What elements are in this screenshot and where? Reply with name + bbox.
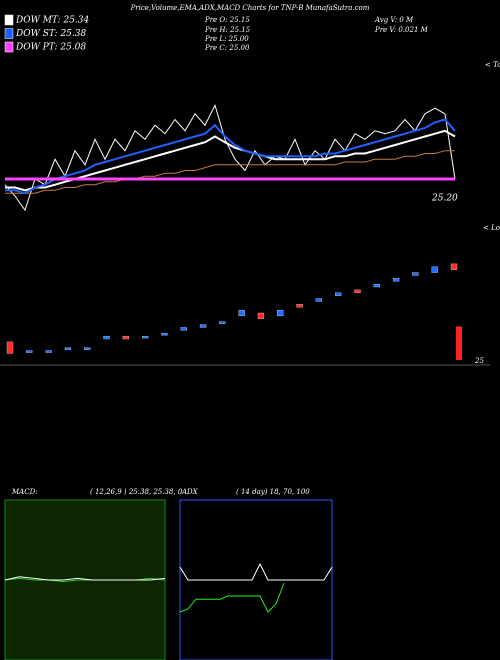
legend-label: DOW ST: 25.38 (15, 29, 86, 39)
panel-subtitle: ( 14 day) 18, 70, 100 (236, 488, 310, 496)
stat: Pre C: 25.00 (204, 44, 250, 52)
candle-body (335, 292, 342, 296)
series-line (5, 118, 456, 195)
stat: Pre L: 25.00 (204, 35, 249, 43)
volume-bar (456, 326, 462, 360)
candle-body (161, 333, 168, 336)
candle-body (64, 347, 72, 350)
candle-body (199, 324, 207, 328)
candle-body (103, 335, 110, 340)
candle-body (141, 335, 149, 339)
panel-subtitle: ( 12,26,9 ) 25.38, 25.38, 0 (90, 488, 183, 496)
candle-body (238, 309, 245, 317)
stat: Avg V: 0 M (374, 16, 414, 24)
panel-title: ADX (181, 488, 199, 496)
candle-body (45, 350, 52, 353)
candle-body (219, 321, 226, 324)
candle-body (257, 312, 265, 319)
candle-body (373, 283, 380, 288)
price-label: 25.20 (431, 194, 458, 204)
annotation: < Lows (483, 224, 500, 232)
candle-body (296, 304, 303, 308)
candle-body (180, 327, 187, 331)
stat: Pre H: 25.15 (204, 26, 251, 34)
panel-title: MACD: (11, 488, 38, 496)
candle-body (6, 341, 14, 354)
stat: Pre V: 0.021 M (374, 26, 429, 34)
legend-swatch (4, 41, 14, 53)
stat: Pre O: 25.15 (204, 16, 250, 24)
series-line (4, 103, 456, 212)
series-line (4, 576, 166, 581)
annotation: < Tops (485, 61, 500, 69)
series-line (5, 150, 455, 194)
candle-body (277, 309, 284, 317)
candle-body (354, 289, 361, 293)
candle-body (450, 263, 458, 270)
candle-body (84, 347, 91, 350)
candle-body (122, 335, 129, 340)
page-title: Price,Volume,EMA,ADX,MACD Charts for TNP… (130, 4, 370, 12)
volume-label: 25 (474, 357, 484, 365)
candle-body (412, 272, 419, 276)
candle-body (26, 350, 33, 353)
candle-body (315, 298, 323, 302)
candle-body (431, 266, 438, 273)
legend-label: DOW PT: 25.08 (15, 43, 86, 53)
legend-swatch (4, 14, 14, 26)
candle-body (392, 278, 400, 282)
series-line (179, 562, 333, 581)
legend-label: DOW MT: 25.34 (15, 16, 90, 26)
legend-swatch (4, 28, 14, 39)
